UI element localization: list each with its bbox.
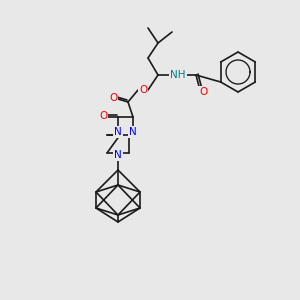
- Text: O: O: [199, 87, 207, 97]
- Text: O: O: [99, 111, 107, 121]
- Text: N: N: [114, 127, 122, 137]
- Text: O: O: [139, 85, 147, 95]
- Text: NH: NH: [170, 70, 186, 80]
- Text: N: N: [129, 127, 137, 137]
- Text: N: N: [114, 150, 122, 160]
- Text: O: O: [109, 93, 117, 103]
